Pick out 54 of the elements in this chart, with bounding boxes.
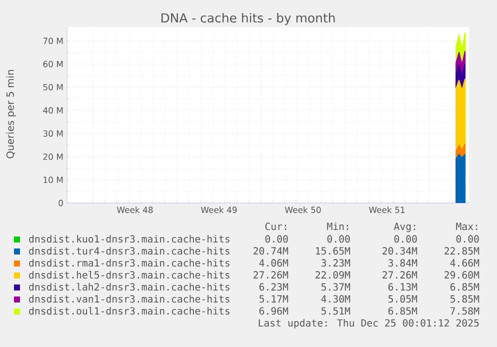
y-tick-label: 60 M <box>43 60 63 68</box>
chart-title: DNA - cache hits - by month <box>161 12 335 26</box>
text: 4.66M <box>450 259 480 267</box>
y-tick-label: 70 M <box>43 38 63 44</box>
y-tick-label: 20 M <box>43 153 63 160</box>
text: Avg: <box>394 222 416 232</box>
text: 3.23M <box>321 259 350 267</box>
legend-label: dnsdist.lah2-dnsr3.main.cache-hits <box>29 282 230 291</box>
text: 7.58M <box>450 307 480 315</box>
text: 22.09M <box>316 271 350 279</box>
text: 5.85M <box>450 295 480 303</box>
y-axis-title: Queries per 5 min <box>6 70 16 158</box>
text: 6.85M <box>450 283 480 291</box>
legend-label: dnsdist.tur4-dnsr3.main.cache-hits <box>29 247 230 255</box>
text: 5.51M <box>321 307 350 315</box>
text: 6.85M <box>388 307 418 315</box>
y-tick-label: 0 <box>58 200 63 206</box>
text: 0.00 <box>456 235 479 243</box>
text: 6.23M <box>259 283 288 291</box>
text: 22.85M <box>444 247 480 255</box>
legend-label: dnsdist.oul1-dnsr3.main.cache-hits <box>29 306 230 315</box>
legend-label: dnsdist.rma1-dnsr3.main.cache-hits <box>29 259 230 267</box>
text: 4.30M <box>321 295 350 303</box>
legend-label: dnsdist.hel5-dnsr3.main.cache-hits <box>29 270 230 279</box>
text: 3.84M <box>388 259 418 267</box>
text: 4.06M <box>259 259 288 267</box>
text: 6.96M <box>259 307 288 315</box>
text: 20.34M <box>382 247 418 255</box>
text: 0.00 <box>394 235 417 243</box>
x-tick-label: Week 49 <box>200 206 237 214</box>
text: 5.37M <box>321 283 350 291</box>
text: 0.00 <box>265 235 288 243</box>
y-tick-label: 50 M <box>43 84 63 90</box>
text: 5.05M <box>388 295 418 303</box>
text: Min: <box>327 222 348 230</box>
y-tick-label: 10 M <box>44 176 63 184</box>
y-tick-label: 40 M <box>43 107 63 114</box>
text: Cur: <box>265 222 286 230</box>
text: 6.13M <box>388 283 418 291</box>
text: 5.17M <box>259 295 288 303</box>
text: 15.65M <box>316 247 350 255</box>
legend-label: dnsdist.van1-dnsr3.main.cache-hits <box>29 295 230 303</box>
x-tick-label: Week 48 <box>116 206 153 214</box>
y-tick-label: 30 M <box>43 130 63 137</box>
text: 27.26M <box>382 271 418 279</box>
text: 20.74M <box>254 247 288 255</box>
text: 29.60M <box>444 271 480 279</box>
text: Max: <box>456 222 478 230</box>
x-tick-label: Week 51 <box>368 206 405 214</box>
text: Last update: Thu Dec 25 00:01:12 2025 <box>258 319 479 329</box>
text: 0.00 <box>327 235 350 243</box>
text: 27.26M <box>254 271 288 279</box>
x-tick-label: Week 50 <box>284 206 321 214</box>
legend-label: dnsdist.kuo1-dnsr3.main.cache-hits <box>29 235 230 243</box>
